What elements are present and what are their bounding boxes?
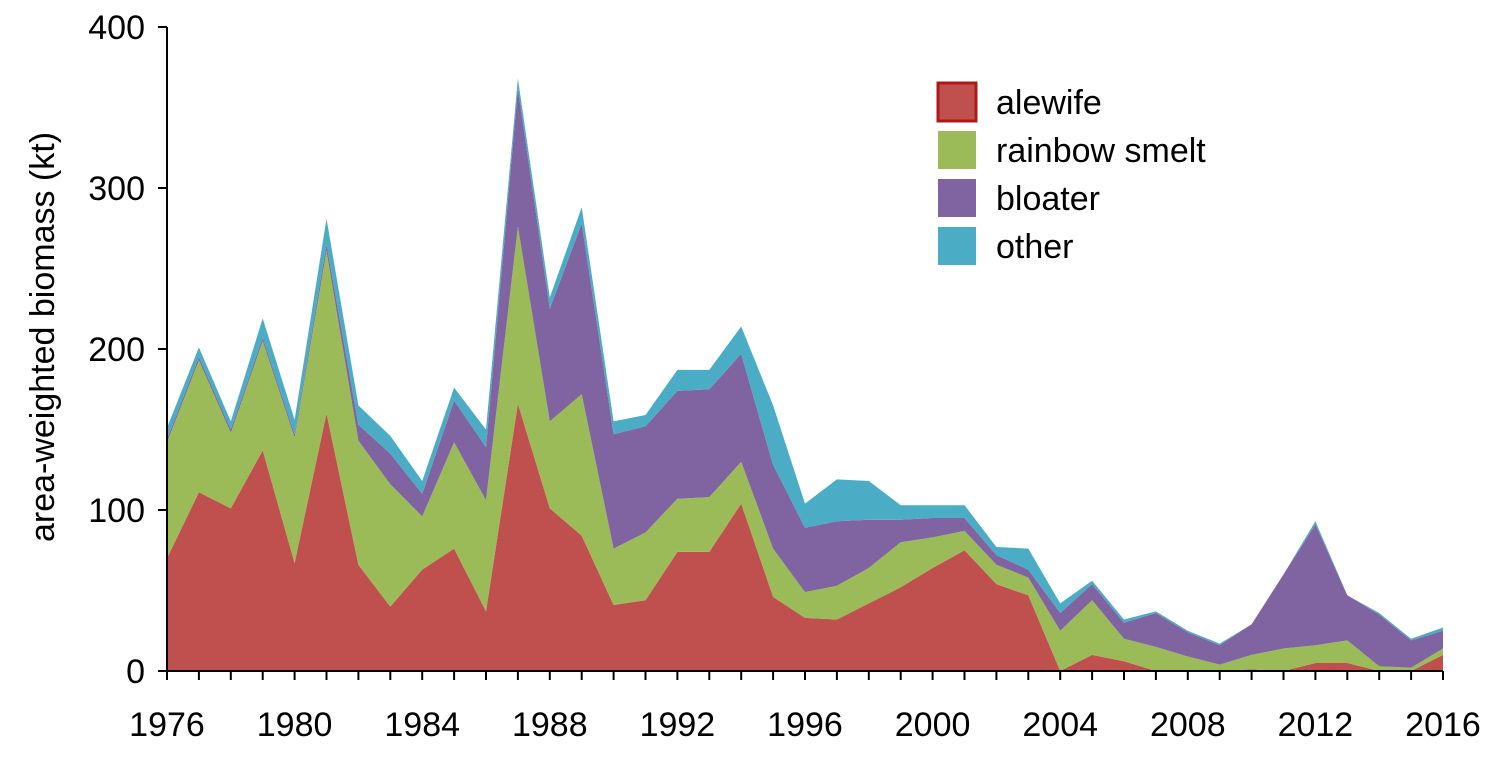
x-tick-label: 1984 [384, 706, 460, 744]
legend-label-other: other [996, 228, 1074, 266]
y-tick-labels: 0 100 200 300 400 [88, 9, 167, 691]
legend-label-bloater: bloater [996, 180, 1100, 218]
legend-swatch-alewife [936, 81, 978, 123]
x-tick-label: 1976 [129, 706, 205, 744]
x-tick-label: 1996 [767, 706, 843, 744]
y-tick-label: 0 [126, 653, 145, 691]
x-tick-label: 2000 [895, 706, 971, 744]
area-bloater [167, 88, 1443, 668]
x-tick-label: 2012 [1278, 706, 1354, 744]
y-tick-label: 200 [88, 331, 145, 369]
legend-label-rainbow-smelt: rainbow smelt [996, 132, 1206, 170]
x-tick-label: 1980 [257, 706, 333, 744]
x-tick-label: 2016 [1405, 706, 1481, 744]
x-tick-label: 1992 [640, 706, 716, 744]
x-tick-label: 2008 [1150, 706, 1226, 744]
area-alewife [167, 403, 1443, 671]
legend-swatch-other [938, 227, 976, 265]
x-tick-label: 1988 [512, 706, 588, 744]
x-tick-labels: 1976 1980 1984 1988 1992 1996 2000 2004 2008 2012… [129, 671, 1481, 744]
x-tick-label: 2004 [1022, 706, 1098, 744]
y-tick-label: 300 [88, 170, 145, 208]
y-tick-label: 400 [88, 9, 145, 47]
y-axis-title: area-weighted biomass (kt) [24, 132, 62, 542]
legend-label-alewife: alewife [996, 84, 1102, 122]
legend-swatch-bloater [938, 179, 976, 217]
y-tick-label: 100 [88, 492, 145, 530]
area-rainbow-smelt [167, 226, 1443, 671]
legend: alewife rainbow smelt bloater other [936, 81, 1206, 266]
legend-swatch-rainbow-smelt [938, 131, 976, 169]
area-series-group [167, 78, 1443, 671]
